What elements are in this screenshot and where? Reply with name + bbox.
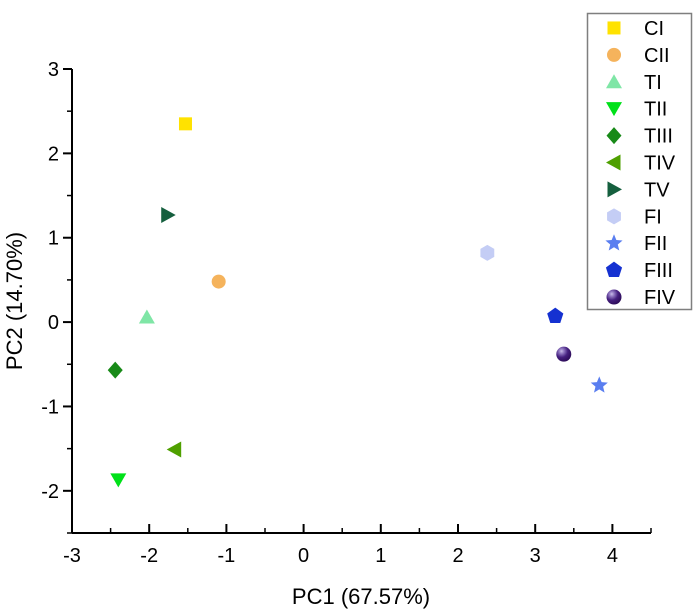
data-point-TIV xyxy=(166,441,182,458)
data-point-FIII xyxy=(547,307,564,324)
legend-marker-FIV xyxy=(606,289,622,305)
y-axis-title: PC2 (14.70%) xyxy=(2,232,27,370)
legend-label-FIII: FIII xyxy=(644,260,673,282)
legend-item-TIV: TIV xyxy=(606,153,676,175)
data-point-TII xyxy=(110,473,127,488)
legend-label-TII: TII xyxy=(644,99,667,121)
x-tick-label: 2 xyxy=(452,545,463,567)
data-point-FII xyxy=(590,376,608,393)
legend-marker-TV xyxy=(607,181,622,198)
data-point-CII xyxy=(211,274,226,289)
data-point-TI xyxy=(138,309,155,324)
y-tick-label: -1 xyxy=(41,396,59,418)
y-tick-label: -2 xyxy=(41,481,59,503)
legend-item-TII: TII xyxy=(606,99,667,121)
legend-label-FIV: FIV xyxy=(644,287,676,309)
y-tick-label: 0 xyxy=(48,312,59,334)
legend-box xyxy=(586,12,693,311)
legend-marker-FII xyxy=(605,234,623,251)
legend-marker-TI xyxy=(606,74,622,89)
legend-item-TV: TV xyxy=(607,179,670,201)
axes: -3 -2 -1 0 1 2 3 4 -2 -1 0 1 2 3 xyxy=(41,59,652,567)
x-tick-label: 0 xyxy=(298,545,309,567)
legend-marker-CII xyxy=(607,47,621,62)
data-points xyxy=(107,117,608,488)
legend: CI CII TI TII TIII TIV TV FI FII FIII FIV xyxy=(586,12,693,311)
legend-label-TIII: TIII xyxy=(644,126,673,148)
legend-label-FII: FII xyxy=(644,233,667,255)
legend-item-FII: FII xyxy=(605,233,667,255)
data-point-TV xyxy=(161,206,176,223)
data-point-FI xyxy=(480,244,495,261)
x-tick-label: 3 xyxy=(530,545,541,567)
legend-label-CI: CI xyxy=(644,18,664,40)
x-tick-label: -2 xyxy=(140,545,158,567)
legend-label-TI: TI xyxy=(644,72,662,94)
x-tick-label: -3 xyxy=(63,545,81,567)
x-axis-title: PC1 (67.57%) xyxy=(292,584,430,609)
legend-marker-CI xyxy=(607,21,621,35)
legend-item-FIV: FIV xyxy=(606,287,676,309)
legend-label-FI: FI xyxy=(644,206,662,228)
legend-marker-TIV xyxy=(606,154,621,171)
y-tick-label: 2 xyxy=(48,143,59,165)
legend-marker-TIII xyxy=(606,127,622,145)
data-point-CI xyxy=(178,117,192,131)
legend-item-TI: TI xyxy=(606,72,662,94)
x-tick-label: -1 xyxy=(218,545,236,567)
legend-marker-FIII xyxy=(605,261,623,278)
legend-label-TIV: TIV xyxy=(644,153,676,175)
data-point-TIII xyxy=(107,361,123,379)
legend-label-TV: TV xyxy=(644,179,670,201)
legend-label-CII: CII xyxy=(644,45,670,67)
legend-item-FI: FI xyxy=(607,206,662,228)
x-tick-label: 1 xyxy=(375,545,386,567)
legend-item-CI: CI xyxy=(607,18,664,40)
data-point-FIV xyxy=(556,346,572,362)
y-tick-label: 1 xyxy=(48,228,59,250)
legend-item-CII: CII xyxy=(607,45,670,67)
legend-item-FIII: FIII xyxy=(605,260,673,282)
legend-marker-FI xyxy=(607,208,621,225)
x-tick-label: 4 xyxy=(607,545,618,567)
legend-item-TIII: TIII xyxy=(606,126,673,148)
y-tick-label: 3 xyxy=(48,59,59,81)
legend-marker-TII xyxy=(606,102,622,117)
